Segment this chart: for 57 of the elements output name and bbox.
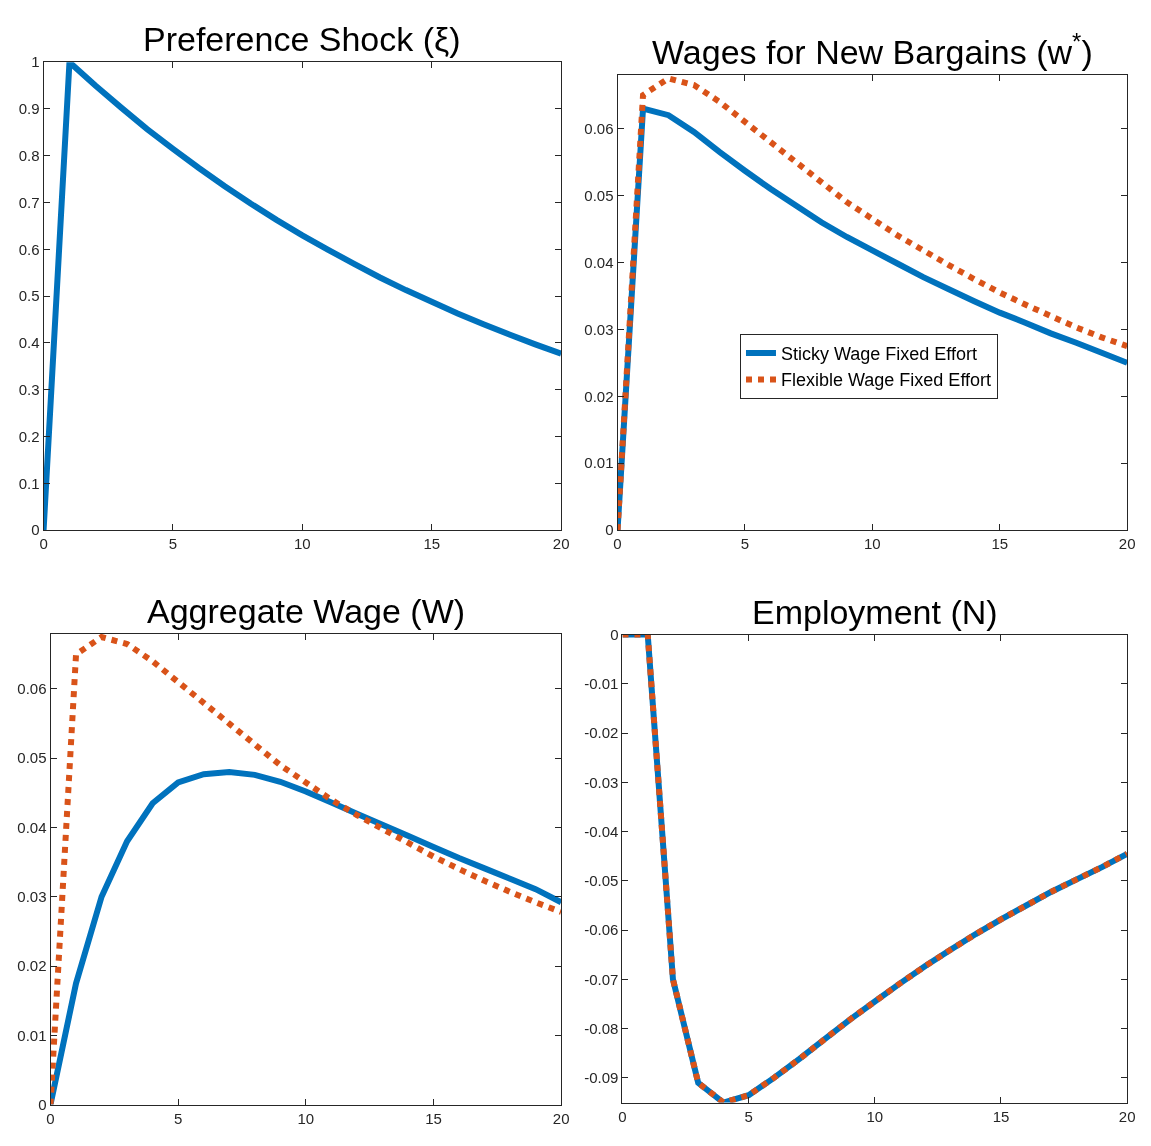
chart-title: Preference Shock (ξ)	[143, 20, 461, 58]
x-tick-label: 20	[552, 1109, 570, 1127]
y-tick-label: 0.1	[18, 474, 40, 492]
y-tick-label: -0.08	[584, 1019, 619, 1037]
y-tick-label: -0.09	[584, 1069, 619, 1087]
y-tick-label: 0.01	[17, 1026, 47, 1044]
x-tick-label: 15	[425, 1109, 442, 1127]
x-tick-label: 10	[866, 1107, 884, 1125]
y-tick-label: 0.8	[18, 147, 40, 165]
y-tick-label: 0.06	[584, 119, 614, 137]
x-tick-label: 10	[297, 1109, 315, 1127]
y-tick-label: 0.3	[18, 381, 40, 399]
chart-title: Wages for New Bargains (w$^{*}$)	[652, 28, 1093, 72]
x-tick-label: 20	[1118, 1107, 1136, 1125]
y-tick-label: 0.4	[18, 334, 40, 352]
y-tick-label: 0.06	[17, 680, 47, 698]
chart-title: Aggregate Wage (W)	[147, 592, 466, 630]
x-tick-label: 5	[740, 535, 750, 553]
y-tick-label: -0.03	[584, 773, 619, 791]
y-tick-label: 0.04	[17, 818, 47, 836]
y-tick-label: -0.01	[584, 675, 619, 693]
y-tick-label: 0.6	[18, 240, 40, 258]
y-tick-label: 0	[38, 1095, 47, 1113]
x-tick-label: 5	[174, 1109, 183, 1127]
x-tick-label: 20	[552, 535, 570, 553]
x-tick-label: 10	[864, 535, 881, 553]
y-tick-label: 0	[605, 521, 614, 539]
x-tick-label: 5	[168, 535, 178, 553]
y-tick-label: 0.05	[584, 186, 614, 204]
y-tick-label: -0.04	[584, 822, 619, 840]
x-tick-label: 15	[423, 535, 441, 553]
legend-label: Flexible Wage Fixed Effort	[780, 370, 992, 391]
x-tick-label: 20	[1118, 535, 1136, 553]
y-tick-label: 0.5	[18, 287, 40, 305]
y-tick-label: -0.02	[584, 724, 619, 742]
y-tick-label: 0.02	[17, 957, 47, 975]
x-tick-label: 15	[992, 1107, 1010, 1125]
x-tick-label: 10	[294, 535, 311, 553]
y-tick-label: 0.02	[584, 387, 614, 405]
x-tick-label: 5	[744, 1107, 753, 1125]
y-tick-label: 1	[31, 53, 40, 71]
legend-label: Sticky Wage Fixed Effort	[780, 344, 978, 365]
y-tick-label: 0.01	[584, 454, 614, 472]
y-tick-label: 0.2	[18, 427, 40, 445]
y-tick-label: 0.9	[18, 100, 40, 118]
chart-title: Employment (N)	[752, 593, 998, 631]
y-tick-label: -0.07	[584, 970, 619, 988]
x-tick-label: 15	[991, 535, 1009, 553]
y-tick-label: -0.05	[584, 872, 619, 890]
y-tick-label: 0.03	[584, 320, 614, 338]
y-tick-label: -0.06	[584, 921, 619, 939]
y-tick-label: 0.7	[18, 193, 40, 211]
y-tick-label: 0	[610, 625, 619, 643]
y-tick-label: 0	[31, 521, 40, 539]
y-tick-label: 0.03	[17, 888, 47, 906]
y-tick-label: 0.05	[17, 749, 47, 767]
y-tick-label: 0.04	[584, 253, 614, 271]
